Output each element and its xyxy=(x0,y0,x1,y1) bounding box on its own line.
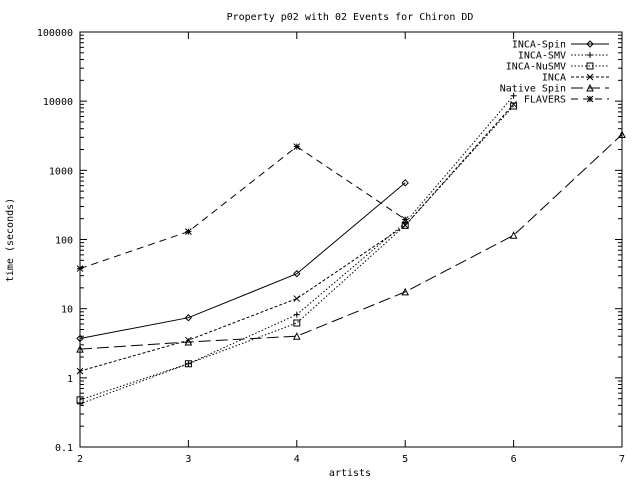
series-native-spin xyxy=(76,130,626,353)
series-line xyxy=(79,103,514,372)
data-point-square xyxy=(76,396,84,404)
data-point-plus xyxy=(510,92,517,99)
x-tick-label: 4 xyxy=(294,454,300,465)
data-point-square xyxy=(401,221,409,229)
y-tick-label: 0.1 xyxy=(55,443,73,454)
data-point-square xyxy=(586,62,594,70)
legend-label: FLAVERS xyxy=(524,95,566,106)
data-point-plus xyxy=(185,360,192,367)
x-tick-label: 6 xyxy=(511,454,517,465)
data-point-star xyxy=(293,143,301,151)
series-line xyxy=(79,134,623,350)
data-point-square xyxy=(184,360,192,368)
legend-label: INCA-SMV xyxy=(518,51,566,62)
y-tick-label: 1 xyxy=(67,374,73,385)
y-tick-label: 100000 xyxy=(37,28,73,39)
legend-label: INCA-NuSMV xyxy=(506,62,566,73)
data-point-triangle xyxy=(292,332,301,340)
data-point-triangle xyxy=(509,231,518,239)
data-point-x xyxy=(293,295,301,302)
y-tick-label: 10000 xyxy=(43,97,73,108)
data-point-diamond xyxy=(586,40,594,48)
data-point-triangle xyxy=(401,287,410,296)
data-point-plus xyxy=(77,400,83,407)
x-axis: 2 3 4 5 6 7 xyxy=(77,32,625,465)
legend-label: INCA xyxy=(542,73,566,84)
data-point-x xyxy=(401,222,409,229)
y-tick-label: 1000 xyxy=(49,166,73,177)
y-axis: 0.1 1 10 100 1000 10000 100000 xyxy=(37,28,622,454)
x-tick-label: 2 xyxy=(77,454,83,465)
series-line xyxy=(79,182,406,339)
series-inca-smv xyxy=(77,92,517,407)
data-point-triangle xyxy=(184,337,193,346)
data-point-diamond xyxy=(293,270,301,278)
series-line xyxy=(79,95,514,405)
series-inca xyxy=(76,100,517,375)
data-point-star xyxy=(76,265,84,272)
series-layer xyxy=(76,92,626,407)
y-tick-label: 10 xyxy=(61,305,73,316)
data-point-star xyxy=(401,216,409,223)
data-point-triangle xyxy=(618,130,626,138)
data-point-plus xyxy=(587,52,593,58)
x-tick-label: 5 xyxy=(402,454,408,465)
y-tick-label: 100 xyxy=(55,236,73,247)
data-point-x xyxy=(510,100,517,108)
x-tick-label: 3 xyxy=(185,454,191,465)
data-point-star xyxy=(586,95,594,103)
data-point-x xyxy=(586,73,594,81)
legend-label: Native Spin xyxy=(500,84,566,95)
series-line xyxy=(79,105,514,401)
data-point-square xyxy=(293,319,301,327)
data-point-diamond xyxy=(401,179,409,187)
data-point-triangle xyxy=(76,345,84,353)
series-flavers xyxy=(76,143,409,272)
series-inca-spin xyxy=(76,179,409,343)
series-line xyxy=(79,145,406,270)
data-point-diamond xyxy=(76,334,84,343)
data-point-x xyxy=(76,367,84,375)
data-point-diamond xyxy=(184,314,193,322)
data-point-plus xyxy=(293,311,300,318)
chart-title: Property p02 with 02 Events for Chiron D… xyxy=(227,12,474,23)
x-axis-label: artists xyxy=(329,468,371,479)
data-point-triangle xyxy=(586,83,594,92)
y-axis-label: time (seconds) xyxy=(5,198,16,282)
data-point-star xyxy=(185,228,192,235)
legend-label: INCA-Spin xyxy=(512,40,566,51)
x-tick-label: 7 xyxy=(619,454,625,465)
